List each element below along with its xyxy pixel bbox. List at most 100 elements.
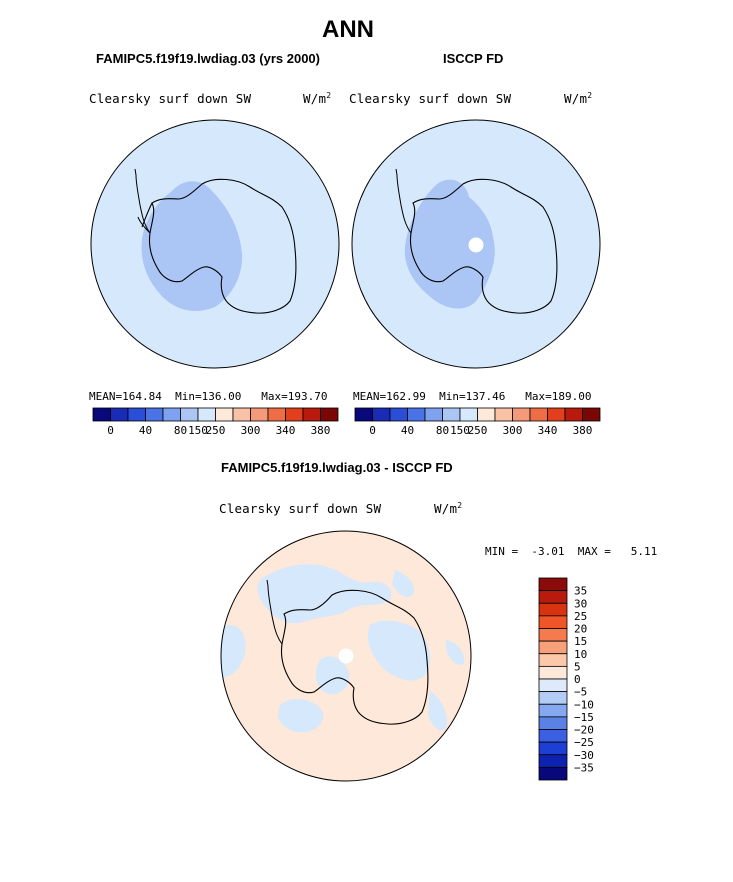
panel2-colorbar-tick-label: 250 [468,424,488,437]
panel2-peninsula [395,168,412,234]
panel1-colorbar-swatch [250,407,269,422]
panel3-colorbar-tick-label: 5 [574,660,581,673]
panel2-colorbar-swatch [477,407,496,422]
panel3-colorbar-swatch [538,602,568,617]
panel2-colorbar-swatch [582,407,601,422]
panel2-colorbar-tick-label: 0 [369,424,376,437]
panel3-colorbar-tick-label: −10 [574,698,594,711]
panel3-colorbar-swatch [538,741,568,756]
panel2-colorbar-swatch [547,407,566,422]
panel1-colorbar-tick-label: 380 [311,424,331,437]
panel2-colorbar-swatch [389,407,408,422]
panel3-colorbar-swatch [538,615,568,629]
panel2-colorbar-swatch [494,407,513,422]
panel2-low-region [404,179,495,309]
panel3-case-title: FAMIPC5.f19f19.lwdiag.03 - ISCCP FD [221,460,453,475]
panel2-colorbar-swatch [459,407,478,422]
panel3-variable-label: Clearsky surf down SW [219,501,382,516]
panel3-neg-region-right [446,640,465,665]
panel3-units: W/m2 [434,501,463,517]
panel2-colorbar-swatch [354,407,373,422]
panel3-peninsula [266,579,283,645]
panel3-colorbar-tick-label: 30 [574,597,587,610]
panel2-map [351,119,601,369]
panel3-colorbar-tick-label: 20 [574,623,587,636]
panel1-colorbar-swatch [232,407,251,422]
panel3-stats: MIN = -3.01 MAX = 5.11 [485,545,658,558]
panel3-colorbar-swatch [538,691,568,705]
panel2-variable-label: Clearsky surf down SW [349,91,512,106]
panel2-case-title: ISCCP FD [443,51,504,66]
panel2-units: W/m2 [564,91,593,107]
panel2-colorbar-tick-label: 80 [436,424,449,437]
panel1-colorbar-swatch [127,407,146,422]
panel3-colorbar-swatch [538,754,568,768]
panel1-colorbar-tick-label: 250 [206,424,226,437]
panel1-case-title: FAMIPC5.f19f19.lwdiag.03 (yrs 2000) [96,51,320,66]
panel3-neg-region-north [257,564,392,624]
panel2-colorbar-swatch [442,407,461,422]
panel1-colorbar-swatch [302,407,321,422]
panel1-colorbar-swatch [110,407,129,422]
panel1-units: W/m2 [303,91,332,107]
panel2-colorbar-swatch [512,407,531,422]
panel2-colorbar-swatch [372,407,391,422]
panel3-antarctica-outline [280,589,429,725]
panel1-colorbar-tick-label: 40 [139,424,152,437]
panel1-colorbar-swatch [285,407,304,422]
panel3-colorbar-tick-label: 25 [574,610,587,623]
panel3-neg-region-south [428,690,448,731]
panel1-colorbar-swatch [320,407,339,422]
panel3-colorbar-tick-label: −25 [574,736,594,749]
panel2-colorbar-tick-label: 300 [503,424,523,437]
panel3-colorbar-tick-label: −15 [574,711,594,724]
panel2-colorbar-swatch [564,407,583,422]
panel1-colorbar-tick-label: 340 [276,424,296,437]
panel1-stats: MEAN=164.84 Min=136.00 Max=193.70 [89,390,328,403]
panel3-colorbar-tick-label: 15 [574,635,587,648]
panel1-map [90,119,340,369]
panel1-colorbar-tick-label: 300 [241,424,261,437]
panel2-colorbar-tick-label: 150 [450,424,470,437]
panel3-map [220,530,472,782]
panel3-colorbar-tick-label: 35 [574,585,587,598]
panel3-colorbar-swatch [538,665,568,680]
panel1-variable-label: Clearsky surf down SW [89,91,252,106]
panel2-colorbar-tick-label: 40 [401,424,414,437]
panel3-neg-region-west [221,625,246,680]
panel2-missing-pole [468,237,484,253]
panel1-colorbar-swatch [162,407,181,422]
panel2-colorbar-swatch [529,407,548,422]
panel1-colorbar-tick-label: 150 [188,424,208,437]
panel3-colorbar-tick-label: −35 [574,761,594,774]
panel2-antarctica-outline [409,178,558,314]
panel3-colorbar-swatch [538,628,568,642]
panel3-colorbar-swatch [538,729,568,743]
panel3-colorbar-tick-label: −30 [574,749,594,762]
panel2-colorbar-tick-label: 340 [538,424,558,437]
panel3-colorbar-tick-label: −20 [574,724,594,737]
panel3-neg-region-sw [278,698,324,733]
panel3-colorbar-swatch [538,640,568,655]
panel1-peninsula [134,168,151,234]
panel2-colorbar-swatch [407,407,426,422]
panel3-colorbar-swatch [538,716,568,730]
panel3-colorbar-tick-label: −5 [574,686,587,699]
panel3-colorbar-tick-label: 10 [574,648,587,661]
panel1-colorbar-swatch [215,407,234,422]
panel3-missing-pole [338,648,354,664]
panel3-outline [220,530,472,782]
panel2-colorbar-tick-label: 380 [573,424,593,437]
panel3-neg-region-east [367,620,431,681]
panel3-colorbar-swatch [538,577,568,592]
panel3-neg-region-ne [392,570,415,598]
panel3-colorbar-tick-label: 0 [574,673,581,686]
panel1-colorbar-swatch [92,407,111,422]
panel3-colorbar-swatch [538,653,568,667]
panel1-colorbar-swatch [180,407,199,422]
panel2-colorbar-swatch [424,407,443,422]
panel1-outline [90,119,340,369]
